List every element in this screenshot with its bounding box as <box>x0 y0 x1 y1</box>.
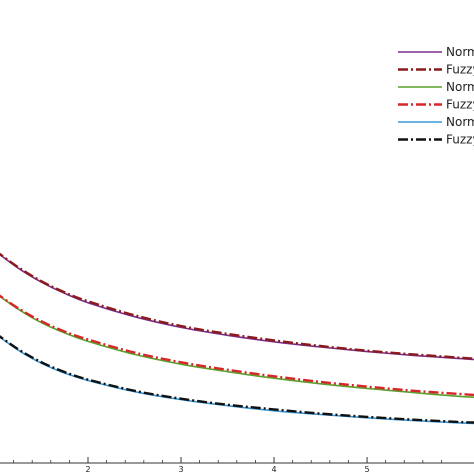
x-tick-label: 2 <box>85 465 90 474</box>
x-tick-label: 3 <box>178 465 183 474</box>
series-line-1 <box>0 253 474 361</box>
legend-label-3: Norm <box>446 80 474 94</box>
x-tick-label: 5 <box>364 465 369 474</box>
legend: Norm Fuzzy Norm Fuzzy Norm Fuzzy <box>398 45 474 147</box>
legend-label-1: Norm <box>446 45 474 59</box>
series-line-4 <box>0 294 474 397</box>
plot-area <box>0 252 474 425</box>
legend-label-5: Norm <box>446 115 474 129</box>
series-line-5 <box>0 336 474 425</box>
series-line-6 <box>0 335 474 424</box>
series-line-3 <box>0 295 474 399</box>
x-tick-label: 4 <box>271 465 276 474</box>
x-axis: 2 3 4 5 <box>0 457 474 474</box>
series-line-2 <box>0 252 474 360</box>
legend-label-6: Fuzzy <box>446 133 474 147</box>
legend-label-2: Fuzzy <box>446 63 474 77</box>
legend-label-4: Fuzzy <box>446 98 474 112</box>
